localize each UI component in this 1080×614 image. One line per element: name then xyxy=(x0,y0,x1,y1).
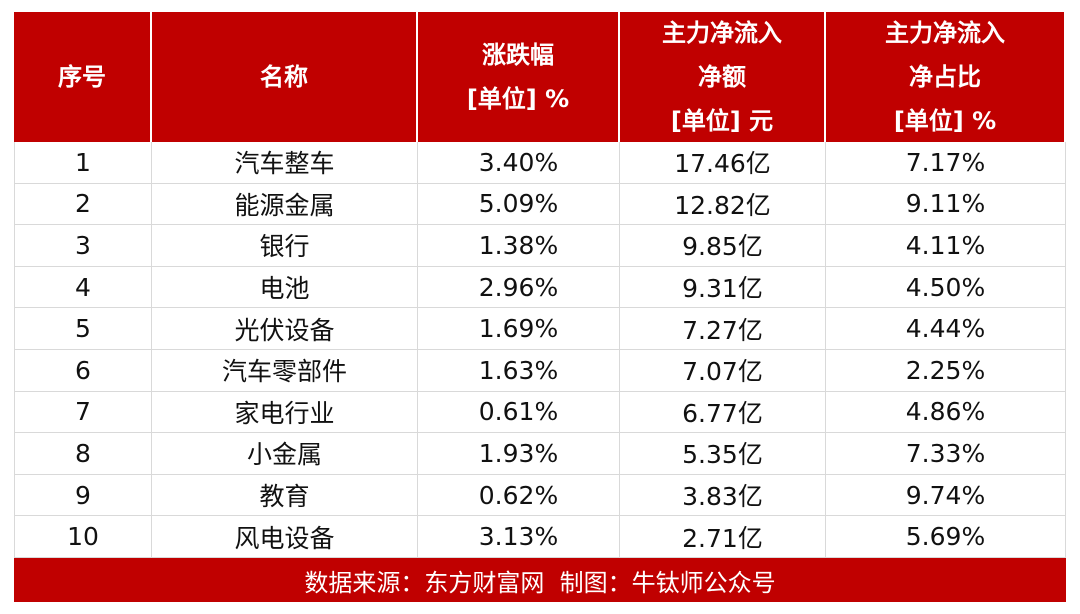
body-cell: 6.77亿 xyxy=(620,391,826,434)
body-cell: 5.09% xyxy=(418,183,620,226)
body-cell: 2.25% xyxy=(826,350,1066,392)
body-cell: 1.63% xyxy=(418,350,620,392)
body-cell: 2 xyxy=(14,183,152,226)
body-cell: 0.61% xyxy=(418,391,620,434)
body-cell: 10 xyxy=(14,516,152,558)
header-cell: 序号 xyxy=(14,12,152,142)
body-cell: 9.11% xyxy=(826,183,1066,226)
header-text: 主力净流入 xyxy=(662,19,782,47)
body-cell: 4.11% xyxy=(826,225,1066,267)
body-cell: 4.50% xyxy=(826,266,1066,309)
header-text: [单位] % xyxy=(893,107,997,135)
header-text: [单位] % xyxy=(466,85,570,113)
body-cell: 7.07亿 xyxy=(620,350,826,392)
body-cell: 6 xyxy=(14,350,152,392)
body-cell: 1.93% xyxy=(418,433,620,475)
body-cell: 银行 xyxy=(152,225,418,267)
body-cell: 3.40% xyxy=(418,142,620,184)
body-cell: 9.74% xyxy=(826,474,1066,517)
footer: 数据来源：东方财富网 制图：牛钛师公众号 xyxy=(14,558,1066,602)
body-cell: 3 xyxy=(14,225,152,267)
header-text: 名称 xyxy=(260,63,308,91)
body-cell: 4.44% xyxy=(826,308,1066,350)
body-cell: 汽车零部件 xyxy=(152,350,418,392)
header-cell: 主力净流入净占比 [单位] % xyxy=(826,12,1066,142)
body-cell: 5.69% xyxy=(826,516,1066,558)
body-cell: 3.83亿 xyxy=(620,474,826,517)
body-cell: 9.31亿 xyxy=(620,266,826,309)
header-text: 主力净流入 xyxy=(885,19,1005,47)
body-cell: 家电行业 xyxy=(152,391,418,434)
body-cell: 1 xyxy=(14,142,152,184)
header-cell: 名称 xyxy=(152,12,418,142)
body-cell: 风电设备 xyxy=(152,516,418,558)
body-cell: 5.35亿 xyxy=(620,433,826,475)
body-cell: 教育 xyxy=(152,474,418,517)
body-cell: 0.62% xyxy=(418,474,620,517)
data-table: 序号 名称 涨跌幅 [单位] % 主力净流入 净额 [单位] 元主力净流入 净占比 [单位] %… xyxy=(14,12,1066,602)
body-cell: 5 xyxy=(14,308,152,350)
header-text: 序号 xyxy=(58,63,106,91)
body-cell: 9 xyxy=(14,474,152,517)
body-cell: 1.69% xyxy=(418,308,620,350)
body-cell: 2.71亿 xyxy=(620,516,826,558)
header-text: 涨跌幅 xyxy=(482,41,554,69)
body-cell: 光伏设备 xyxy=(152,308,418,350)
body-cell: 7.33% xyxy=(826,433,1066,475)
body-cell: 7.27亿 xyxy=(620,308,826,350)
body-cell: 1.38% xyxy=(418,225,620,267)
header-cell: 涨跌幅 [单位] % xyxy=(418,12,620,142)
body-cell: 4.86% xyxy=(826,391,1066,434)
body-cell: 7.17% xyxy=(826,142,1066,184)
body-cell: 4 xyxy=(14,266,152,309)
header-text: 净占比 xyxy=(909,63,981,91)
body-cell: 小金属 xyxy=(152,433,418,475)
body-cell: 12.82亿 xyxy=(620,183,826,226)
header-text: [单位] 元 xyxy=(670,107,774,135)
body-cell: 汽车整车 xyxy=(152,142,418,184)
body-cell: 2.96% xyxy=(418,266,620,309)
body-cell: 3.13% xyxy=(418,516,620,558)
body-cell: 8 xyxy=(14,433,152,475)
header-text: 净额 xyxy=(698,63,746,91)
body-cell: 17.46亿 xyxy=(620,142,826,184)
body-cell: 电池 xyxy=(152,266,418,309)
body-cell: 9.85亿 xyxy=(620,225,826,267)
body-cell: 7 xyxy=(14,391,152,434)
header-cell: 主力净流入净额 [单位] 元 xyxy=(620,12,826,142)
body-cell: 能源金属 xyxy=(152,183,418,226)
